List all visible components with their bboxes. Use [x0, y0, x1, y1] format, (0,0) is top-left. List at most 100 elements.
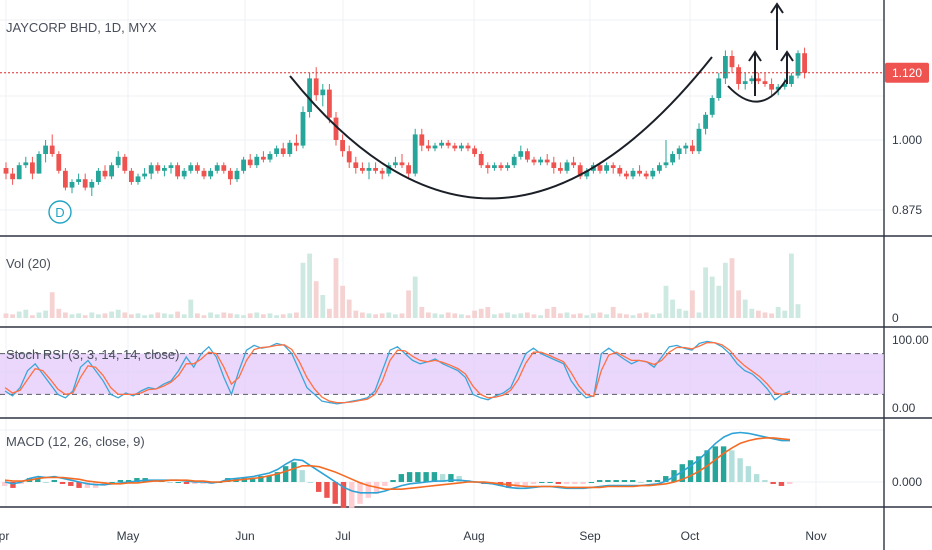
- pane-titles: JAYCORP BHD, 1D, MYX Vol (20) Stoch RSI (3…: [6, 20, 179, 449]
- candle-body: [749, 78, 755, 82]
- macd-hist-bar: [530, 482, 537, 484]
- volume-bar: [195, 313, 200, 318]
- candle-body: [518, 151, 524, 157]
- candle: [643, 170, 649, 180]
- candle: [518, 145, 524, 160]
- volume-bar: [56, 308, 62, 318]
- candle: [795, 50, 801, 79]
- candle: [366, 162, 372, 180]
- candle: [432, 142, 438, 152]
- macd-hist-bar: [134, 478, 140, 482]
- macd-hist-bar: [109, 482, 115, 483]
- candle: [492, 162, 497, 171]
- volume-bar: [558, 313, 563, 318]
- macd-hist-bar: [588, 482, 595, 483]
- candle: [36, 151, 42, 174]
- volume-bar: [762, 312, 768, 318]
- candle-body: [558, 168, 563, 171]
- candle-body: [247, 159, 253, 166]
- volume-bar: [188, 299, 194, 318]
- candle: [201, 168, 207, 180]
- candle-body: [762, 81, 768, 84]
- volume-bar: [201, 315, 207, 318]
- up-arrow-2-head: [770, 2, 784, 14]
- volume-bar: [148, 314, 154, 318]
- macd-hist-bar: [787, 482, 793, 484]
- candle: [558, 162, 563, 174]
- volume-bar: [518, 313, 524, 318]
- candle-body: [511, 156, 517, 166]
- volume-bar: [736, 290, 741, 318]
- candle-body: [63, 170, 68, 188]
- macd-pane-title: MACD (12, 26, close, 9): [6, 434, 145, 449]
- candle-body: [69, 182, 75, 188]
- candle: [736, 64, 741, 90]
- candle-body: [676, 148, 682, 154]
- candle-body: [366, 168, 372, 171]
- candle: [307, 72, 312, 118]
- candle-body: [43, 145, 48, 154]
- candle: [221, 162, 227, 174]
- volume-bar: [663, 285, 669, 318]
- candle-body: [261, 156, 266, 160]
- volume-bar: [16, 311, 22, 318]
- volume-bar: [551, 306, 557, 318]
- volume-bar: [102, 313, 108, 318]
- candle-body: [313, 78, 319, 96]
- candle: [129, 168, 134, 185]
- volume-bar: [300, 262, 306, 318]
- candle: [478, 151, 484, 168]
- x-tick-label: Sep: [579, 529, 601, 543]
- candle: [630, 168, 636, 180]
- candle-body: [49, 145, 55, 154]
- volume-bar: [386, 312, 392, 318]
- dividend-marker-label: D: [55, 205, 64, 220]
- macd-hist-bar: [332, 482, 338, 504]
- candle-body: [445, 142, 451, 146]
- candle-body: [756, 78, 761, 82]
- volume-bar: [650, 314, 656, 318]
- macd-hist-bar: [737, 458, 743, 482]
- candle-body: [274, 148, 279, 154]
- volume-bar: [228, 313, 233, 318]
- candle-body: [96, 170, 101, 182]
- volume-bar: [353, 310, 359, 318]
- volume-bar: [478, 308, 484, 318]
- macd-hist-bar: [59, 482, 66, 484]
- candle-body: [56, 154, 62, 171]
- macd-hist-bar: [778, 482, 785, 486]
- macd-hist-bar: [274, 472, 281, 482]
- volume-tick-label: 0: [892, 311, 899, 325]
- candle: [472, 145, 477, 157]
- volume-bar: [135, 313, 141, 318]
- candle: [571, 156, 576, 168]
- candle-body: [782, 84, 788, 87]
- stoch-tick-label: 100.00: [892, 333, 929, 347]
- volume-bar: [459, 314, 464, 318]
- indicator-lines: [4, 340, 791, 494]
- candle: [300, 106, 306, 149]
- volume-bar: [280, 314, 286, 318]
- candle-body: [439, 142, 444, 146]
- volume-bar: [274, 315, 279, 318]
- up-arrow-1-head: [748, 50, 762, 62]
- signal-line: [4, 437, 791, 491]
- stoch-tick-label: 0.00: [892, 401, 916, 415]
- candle-body: [637, 170, 642, 174]
- volume-bar: [406, 290, 411, 318]
- candle-body: [432, 145, 438, 149]
- candle-body: [577, 165, 583, 177]
- volume-bar: [769, 313, 774, 318]
- candle-body: [228, 170, 233, 180]
- candle-body: [155, 165, 161, 171]
- candle: [122, 154, 128, 174]
- candle: [23, 156, 29, 168]
- macd-hist-bar: [2, 482, 8, 486]
- candle: [511, 154, 517, 168]
- candle-body: [241, 159, 246, 171]
- x-tick-label: Nov: [805, 529, 826, 543]
- macd-hist-bar: [423, 472, 429, 482]
- volume-bar: [505, 312, 510, 318]
- candle-body: [320, 89, 326, 96]
